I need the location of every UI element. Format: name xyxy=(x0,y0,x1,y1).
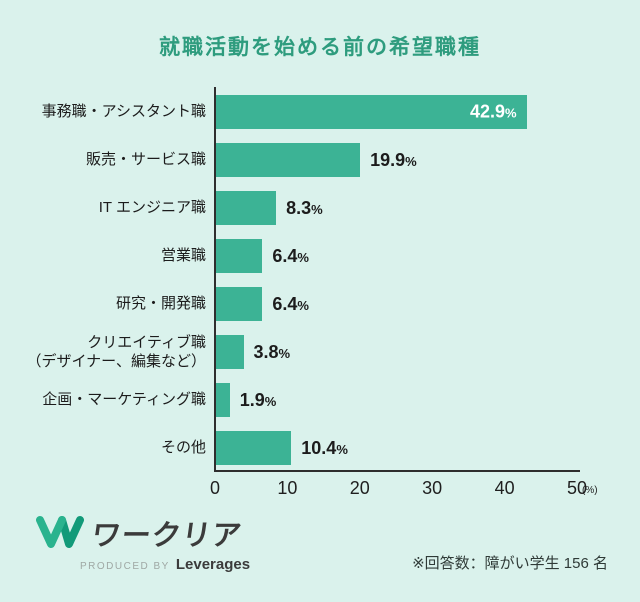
bar xyxy=(216,239,263,273)
x-unit-label: (%) xyxy=(582,485,598,496)
workria-w-icon xyxy=(36,516,84,548)
x-tick-label: 0 xyxy=(209,478,221,498)
producer-name: Leverages xyxy=(175,556,251,573)
logo-row: ワークリア xyxy=(36,512,250,554)
x-tick-label: 40 xyxy=(494,478,515,498)
chart-rows: 42.9% 19.9% 8.3% 6.4% 6.4% 3.8% 1.9% 10.4% xyxy=(216,88,578,472)
category-label: 販売・サービス職 xyxy=(85,151,206,169)
category-label: 研究・開発職 xyxy=(115,295,206,313)
chart-row: 8.3% xyxy=(216,184,578,232)
category-label: 営業職 xyxy=(160,247,206,265)
workria-logo: ワークリア PRODUCED BY Leverages xyxy=(36,512,250,573)
category-label-column: 事務職・アシスタント職販売・サービス職 IT エンジニア職営業職研究・開発職クリエ… xyxy=(0,88,206,472)
chart-row: 42.9% xyxy=(216,88,578,136)
value-label: 3.8% xyxy=(253,341,291,362)
bar xyxy=(216,287,263,321)
category-label: クリエイティブ職 （デザイナー、編集など） xyxy=(26,333,206,371)
respondent-count-note: ※回答数：障がい学生 156 名 xyxy=(412,555,608,572)
x-tick-label: 10 xyxy=(277,478,298,498)
bar xyxy=(216,191,277,225)
chart-row: 6.4% xyxy=(216,232,578,280)
x-axis-ticks: (%) 0 10 20 30 40 50 xyxy=(210,478,598,502)
bar xyxy=(216,431,292,465)
bar xyxy=(216,383,230,417)
logo-wordmark: ワークリア xyxy=(89,520,244,552)
value-label: 1.9% xyxy=(239,389,277,410)
bar: 42.9% xyxy=(216,95,527,129)
value-label: 10.4% xyxy=(301,437,348,458)
chart-title: 就職活動を始める前の希望職種 xyxy=(159,36,481,59)
y-axis-line xyxy=(214,87,216,472)
x-axis-line xyxy=(214,470,580,472)
x-tick-label: 50 xyxy=(566,478,588,498)
chart-row: 3.8% xyxy=(216,328,578,376)
x-tick-label: 20 xyxy=(349,478,370,498)
chart-row: 1.9% xyxy=(216,376,578,424)
bar xyxy=(216,143,361,177)
x-tick-label: 30 xyxy=(422,478,443,498)
value-label: 42.9% xyxy=(469,101,517,122)
logo-byline: PRODUCED BY Leverages xyxy=(80,556,250,573)
chart-row: 10.4% xyxy=(216,424,578,472)
category-label: 事務職・アシスタント職 xyxy=(41,103,206,121)
value-label: 6.4% xyxy=(272,245,309,266)
bar xyxy=(216,335,244,369)
chart-row: 6.4% xyxy=(216,280,578,328)
value-label: 6.4% xyxy=(272,293,309,314)
chart-row: 19.9% xyxy=(216,136,578,184)
produced-by-label: PRODUCED BY xyxy=(80,561,170,572)
category-label: IT エンジニア職 xyxy=(98,199,206,217)
category-label: その他 xyxy=(160,439,206,457)
value-label: 19.9% xyxy=(370,149,417,170)
category-label: 企画・マーケティング職 xyxy=(42,391,206,409)
value-label: 8.3% xyxy=(286,197,323,218)
